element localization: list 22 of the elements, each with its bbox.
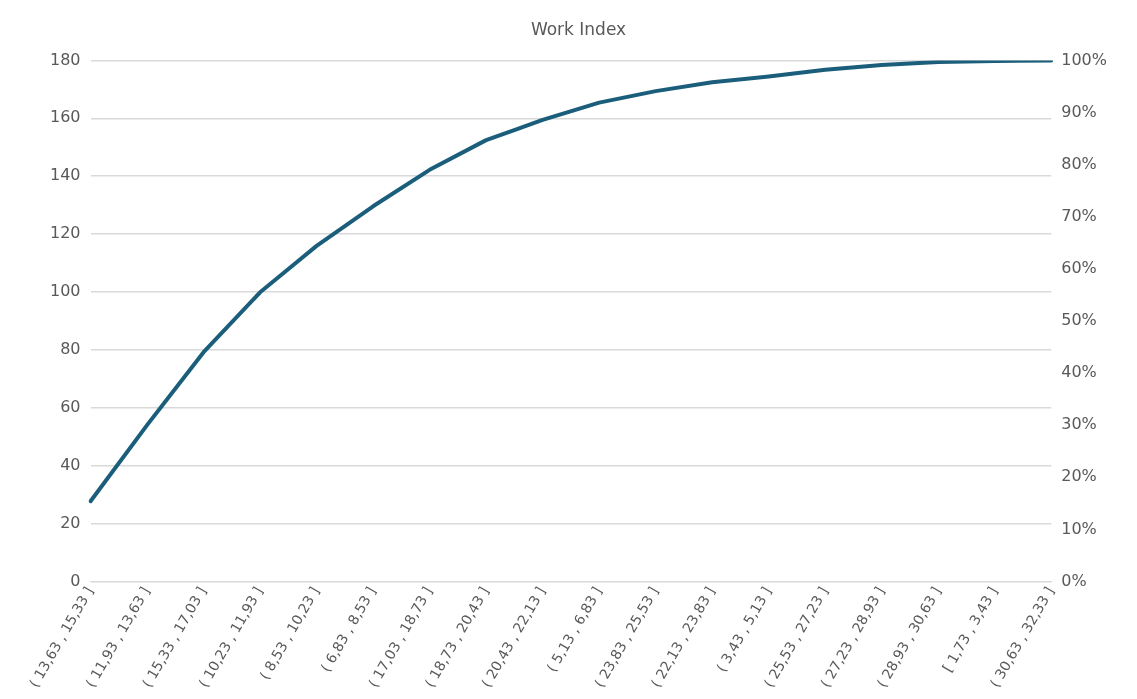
y-tick-label: 180 [49, 49, 81, 69]
y-tick-label: 80 [60, 339, 81, 359]
y2-tick-label: 90% [1061, 101, 1097, 121]
y-tick-label: 160 [49, 107, 81, 127]
y2-tick-label: 50% [1061, 310, 1097, 330]
y2-tick-label: 60% [1061, 257, 1097, 277]
chart-title: Work Index [530, 18, 627, 39]
y2-tick-label: 0% [1061, 570, 1087, 590]
y2-tick-label: 30% [1061, 414, 1097, 434]
y-tick-label: 60 [60, 396, 81, 416]
y2-tick-label: 20% [1061, 466, 1097, 486]
y2-tick-label: 40% [1061, 362, 1097, 382]
y-tick-label: 120 [49, 223, 81, 243]
y2-tick-label: 80% [1061, 153, 1097, 173]
y-tick-label: 20 [60, 512, 81, 532]
y-tick-label: 0 [70, 570, 81, 590]
y2-tick-label: 10% [1061, 518, 1097, 538]
y-tick-label: 140 [49, 165, 81, 185]
y-tick-label: 100 [49, 281, 81, 301]
y2-tick-label: 100% [1061, 49, 1108, 69]
y2-tick-label: 70% [1061, 205, 1097, 225]
y-tick-label: 40 [60, 454, 81, 474]
